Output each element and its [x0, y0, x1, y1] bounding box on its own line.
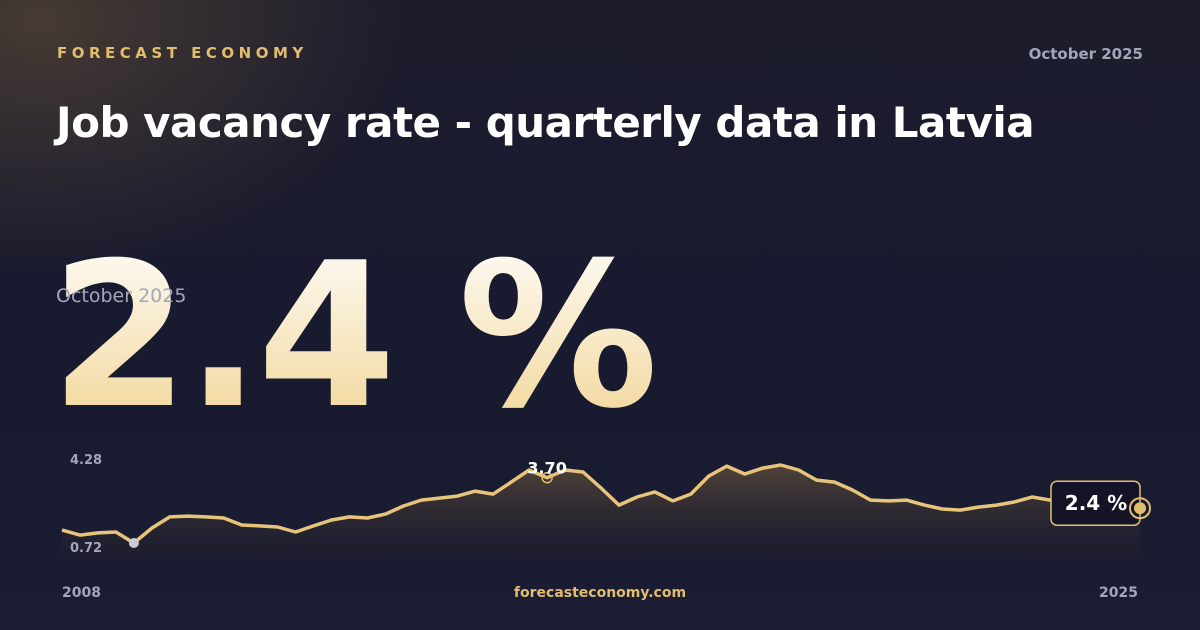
x-tick-label: 2025	[1099, 585, 1138, 601]
value-label: 3.70	[527, 459, 566, 478]
y-tick-label: 0.72	[70, 541, 102, 556]
line	[61, 463, 1141, 545]
headline-value: 2.4 %	[50, 220, 654, 453]
footer: forecasteconomy.com	[514, 585, 686, 601]
title: Job vacancy rate - quarterly data in Lat…	[56, 98, 1035, 147]
peak-point	[541, 471, 553, 484]
end-point-ring	[1129, 497, 1151, 520]
y-tick-label: 4.28	[70, 453, 102, 468]
end-point	[1134, 502, 1146, 515]
brand: FORECAST ECONOMY	[57, 44, 308, 62]
area	[62, 465, 1140, 565]
x-tick-label: 2008	[62, 585, 101, 601]
value-label: 2.4 %	[1065, 491, 1127, 515]
date: October 2025	[1028, 45, 1143, 63]
min-point	[128, 538, 139, 548]
headline-period: October 2025	[56, 285, 186, 307]
